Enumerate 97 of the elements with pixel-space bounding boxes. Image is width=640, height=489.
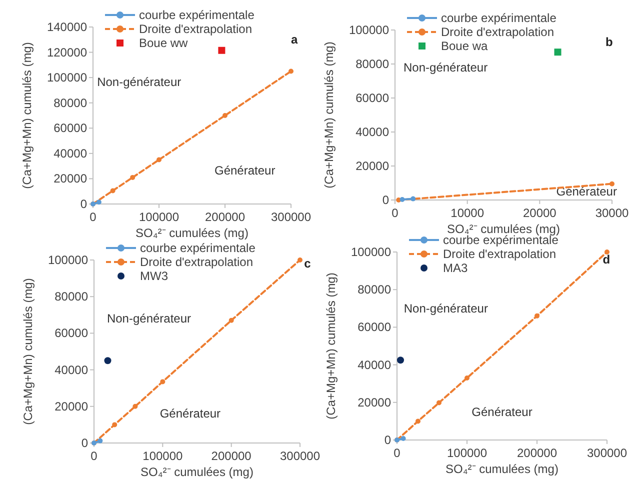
- point: [132, 404, 138, 409]
- y-axis-title: (Ca+Mg+Mn) cumulés (mg): [20, 42, 34, 189]
- y-tick-label: 100000: [350, 245, 392, 259]
- x-tick-label: 0: [394, 446, 401, 460]
- x-tick-label: 300000: [270, 210, 312, 224]
- x-tick-label: 300000: [280, 449, 320, 463]
- point: [104, 357, 112, 364]
- legend-label: Boue wa: [441, 39, 488, 53]
- annotation: Non-générateur: [106, 312, 192, 326]
- y-tick-label: 20000: [358, 395, 392, 410]
- legend-label: courbe expérimentale: [139, 8, 255, 22]
- point: [400, 436, 406, 441]
- y-axis-title: (Ca+Mg+Mn) cumulés (mg): [324, 272, 338, 420]
- point: [112, 422, 118, 428]
- legend-label: Droite d'extrapolation: [441, 25, 554, 39]
- x-tick-label: 200000: [211, 449, 252, 463]
- y-tick-label: 80000: [54, 290, 88, 304]
- y-tick-label: 0: [384, 433, 392, 447]
- y-tick-label: 20000: [54, 399, 88, 414]
- text: c: [304, 256, 312, 271]
- y-tick-label: 120000: [46, 45, 88, 60]
- y-tick-label: 20000: [356, 159, 390, 173]
- annotation: a: [291, 32, 298, 46]
- point: [288, 68, 294, 74]
- annotation: Non-générateur: [404, 60, 488, 74]
- annotation: b: [605, 34, 613, 49]
- annotation: Non-générateur: [404, 301, 488, 316]
- x-tick-label: 100000: [138, 210, 180, 224]
- point: [110, 188, 116, 194]
- annotation: Générateur: [472, 404, 532, 419]
- x-tick-label: 30000: [595, 206, 630, 220]
- y-tick-label: 0: [81, 436, 88, 450]
- y-tick-label: 60000: [54, 326, 88, 340]
- point: [222, 113, 228, 118]
- x-axis-title: SO₄²⁻ cumulées (mg): [447, 222, 560, 236]
- point: [436, 400, 442, 406]
- y-tick-label: 100000: [46, 70, 88, 85]
- annotation: Non-générateur: [97, 74, 182, 89]
- x-axis-title: SO₄²⁻ cumulées (mg): [136, 226, 248, 240]
- annotation: Générateur: [556, 184, 617, 198]
- x-tick-label: 20000: [522, 206, 557, 220]
- point: [416, 418, 420, 424]
- y-tick-label: 80000: [356, 57, 390, 71]
- legend-label: Droite d'extrapolation: [443, 247, 556, 261]
- y-tick-label: 40000: [358, 358, 392, 372]
- y-tick-label: 140000: [46, 20, 88, 34]
- x-axis-title: SO₄²⁻ cumulées (mg): [140, 465, 254, 479]
- y-tick-label: 60000: [358, 320, 392, 334]
- point: [156, 157, 162, 162]
- point: [604, 250, 610, 254]
- annotation: Générateur: [160, 406, 221, 421]
- y-tick-label: 60000: [54, 121, 88, 136]
- y-tick-label: 100000: [348, 23, 390, 37]
- point: [218, 46, 226, 54]
- x-tick-label: 100000: [142, 449, 184, 463]
- point: [130, 174, 136, 180]
- point: [554, 48, 562, 56]
- y-tick-label: 40000: [54, 146, 88, 160]
- point: [98, 438, 103, 444]
- y-tick-label: 100000: [48, 253, 88, 267]
- y-tick-label: 0: [382, 193, 390, 207]
- y-tick-label: 40000: [356, 125, 390, 139]
- x-tick-label: 0: [90, 210, 97, 224]
- y-tick-label: 40000: [54, 362, 88, 377]
- point: [160, 379, 166, 384]
- legend-label: Boue ww: [139, 36, 188, 50]
- x-axis-title: SO₄²⁻ cumulées (mg): [446, 462, 558, 476]
- point: [464, 375, 470, 380]
- legend-label: MW3: [140, 269, 168, 283]
- legend-label: Droite d'extrapolation: [140, 255, 254, 269]
- annotation: d: [602, 252, 610, 267]
- x-tick-label: 10000: [450, 206, 484, 220]
- x-tick-label: 200000: [516, 446, 558, 460]
- y-tick-label: 0: [80, 197, 88, 211]
- point: [228, 318, 234, 323]
- legend-label: MA3: [443, 261, 468, 275]
- y-tick-label: 80000: [54, 96, 88, 110]
- y-tick-label: 80000: [358, 282, 392, 297]
- x-tick-label: 200000: [204, 210, 246, 224]
- y-axis-title: (Ca+Mg+Mn) cumulés (mg): [21, 278, 35, 425]
- point: [534, 313, 540, 318]
- x-tick-label: 0: [90, 449, 98, 463]
- point: [96, 200, 102, 205]
- legend-label: courbe expérimentale: [140, 241, 256, 255]
- annotation: Générateur: [214, 163, 276, 178]
- y-tick-label: 20000: [54, 172, 88, 186]
- point: [397, 356, 404, 364]
- x-tick-label: 300000: [586, 446, 628, 460]
- y-tick-label: 60000: [356, 91, 390, 105]
- point: [610, 181, 614, 186]
- y-axis-title: (Ca+Mg+Mn) cumulés (mg): [322, 42, 336, 188]
- point: [400, 196, 405, 202]
- point: [410, 196, 416, 202]
- point: [298, 258, 302, 262]
- legend-label: courbe expérimentale: [441, 11, 557, 25]
- x-tick-label: 100000: [446, 446, 488, 460]
- legend-label: Droite d'extrapolation: [139, 22, 252, 36]
